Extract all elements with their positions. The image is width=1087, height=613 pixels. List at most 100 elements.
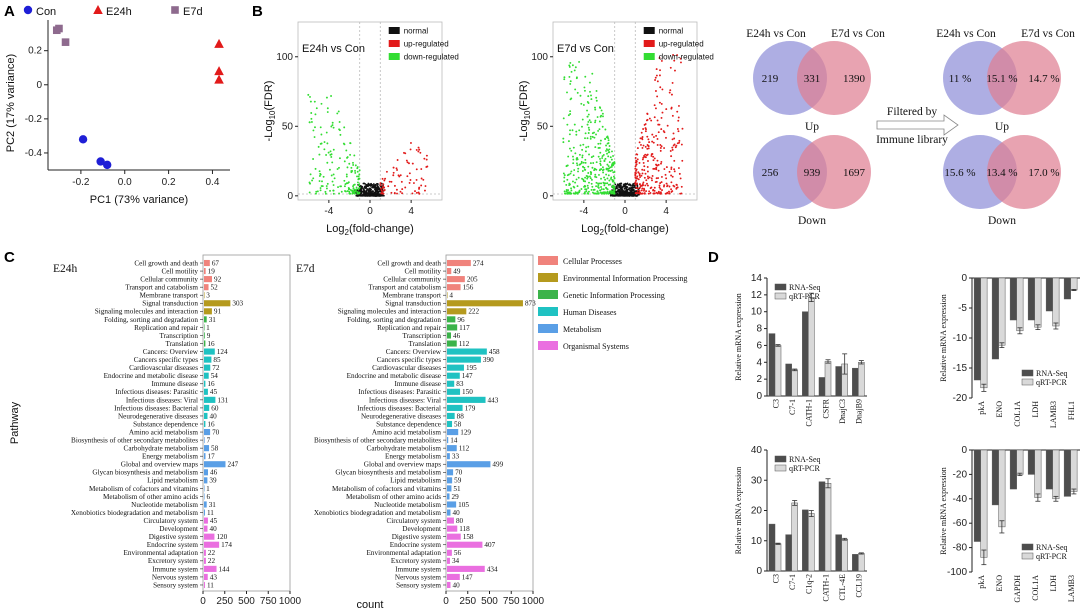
up-regulated-point — [654, 76, 657, 79]
up-regulated-point — [673, 59, 676, 62]
up-regulated-point — [653, 104, 656, 107]
down-regulated-point — [338, 121, 341, 123]
up-regulated-point — [642, 156, 645, 159]
down-regulated-point — [313, 136, 316, 138]
up-regulated-point — [645, 190, 648, 193]
category-label: Energy metabolism — [385, 453, 441, 461]
down-regulated-point — [319, 173, 322, 176]
bar-rna-seq — [1045, 449, 1053, 490]
up-regulated-point — [660, 59, 663, 62]
up-regulated-point — [676, 186, 679, 189]
venn-down-pct-right-circle — [987, 135, 1061, 209]
down-regulated-point — [597, 192, 600, 195]
up-regulated-point — [642, 181, 645, 184]
up-regulated-point — [404, 152, 407, 155]
down-regulated-point — [332, 184, 335, 186]
down-regulated-point — [584, 185, 587, 188]
up-regulated-point — [638, 172, 641, 175]
legend-label: down-regulated — [659, 53, 714, 62]
down-regulated-point — [309, 173, 312, 176]
bar-kegg_e24h — [204, 396, 216, 403]
down-regulated-point — [613, 161, 616, 164]
up-regulated-point — [659, 69, 661, 72]
down-regulated-point — [568, 65, 571, 68]
venn-down-left-count: 256 — [762, 167, 779, 179]
down-regulated-point — [325, 96, 328, 99]
bar-kegg_e24h — [204, 388, 208, 395]
up-regulated-point — [676, 128, 679, 130]
up-regulated-point — [415, 178, 418, 181]
y-tick-label: 0 — [961, 445, 967, 456]
chart-title: E7d — [296, 263, 315, 275]
normal-point — [631, 186, 634, 189]
down-regulated-point — [357, 175, 360, 178]
down-regulated-point — [354, 190, 357, 193]
down-regulated-point — [325, 131, 328, 134]
down-regulated-point — [312, 177, 315, 180]
bar-kegg_e24h — [204, 412, 208, 420]
up-regulated-point — [643, 192, 646, 195]
bar-kegg_e24h — [204, 276, 213, 283]
category-label: Digestive system — [149, 533, 199, 541]
category-label: Translation — [409, 340, 442, 348]
down-regulated-point — [606, 163, 609, 166]
down-regulated-point — [565, 183, 568, 186]
bar-rna-seq — [852, 367, 859, 397]
value-label: 158 — [463, 533, 474, 541]
down-regulated-point — [598, 106, 601, 109]
value-label: 40 — [209, 412, 217, 420]
down-regulated-point — [597, 186, 600, 189]
bar-kegg_e24h — [204, 549, 206, 556]
down-regulated-point — [607, 155, 610, 158]
down-regulated-point — [601, 125, 604, 128]
bar-qrt-pcr — [858, 362, 865, 397]
down-regulated-point — [587, 165, 590, 168]
legend-swatch — [774, 464, 787, 472]
up-regulated-point — [673, 168, 676, 171]
up-regulated-point — [383, 179, 386, 182]
up-regulated-point — [405, 159, 408, 162]
bar-qrt-pcr — [824, 361, 832, 397]
down-regulated-point — [331, 124, 334, 127]
down-regulated-point — [338, 192, 341, 195]
normal-point — [376, 189, 378, 192]
down-regulated-point — [603, 176, 606, 179]
bar-qrt-pcr — [1052, 449, 1060, 500]
bar-qrt-pcr — [1034, 277, 1042, 328]
down-regulated-point — [585, 188, 588, 191]
up-regulated-point — [659, 149, 662, 152]
down-regulated-point — [308, 191, 311, 194]
down-regulated-point — [599, 164, 602, 166]
down-regulated-point — [590, 173, 592, 176]
down-regulated-point — [577, 176, 580, 179]
up-regulated-point — [660, 145, 663, 148]
bar-kegg_e24h — [204, 461, 226, 468]
up-regulated-point — [380, 189, 383, 192]
venn-down-pct-right-count: 17.0 % — [1028, 167, 1059, 179]
up-regulated-point — [381, 177, 384, 180]
up-regulated-point — [650, 119, 653, 122]
down-regulated-point — [331, 180, 334, 183]
up-regulated-point — [640, 131, 643, 134]
panel-label-b: B — [252, 3, 263, 20]
down-regulated-point — [352, 164, 355, 166]
down-regulated-point — [588, 153, 590, 156]
up-regulated-point — [666, 185, 668, 188]
category-label: pkA — [977, 575, 986, 589]
down-regulated-point — [605, 173, 608, 176]
bar-kegg_e7d — [447, 453, 450, 460]
up-regulated-point — [660, 128, 663, 131]
down-regulated-point — [601, 166, 604, 169]
category-label: CSFR — [821, 398, 830, 418]
down-regulated-point — [312, 129, 315, 132]
down-regulated-point — [604, 178, 607, 181]
up-regulated-point — [661, 189, 663, 192]
down-regulated-point — [604, 128, 607, 131]
down-regulated-point — [353, 154, 356, 157]
down-regulated-point — [349, 142, 352, 145]
category-label: Digestive system — [392, 533, 442, 541]
x-tick-label: 0 — [622, 206, 628, 217]
down-regulated-point — [318, 170, 321, 173]
bar-kegg_e7d — [447, 308, 467, 315]
down-regulated-point — [576, 185, 579, 188]
